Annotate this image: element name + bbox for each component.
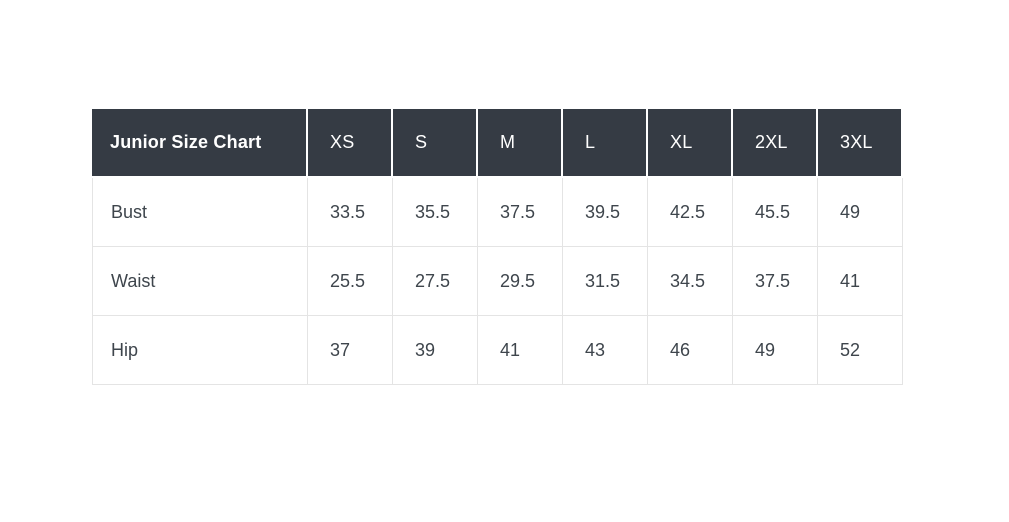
value-cell: 45.5 bbox=[733, 178, 818, 247]
value-cell: 31.5 bbox=[563, 247, 648, 316]
table-title: Junior Size Chart bbox=[92, 109, 308, 178]
header-cell-2xl: 2XL bbox=[733, 109, 818, 178]
value-cell: 52 bbox=[818, 316, 903, 385]
value-cell: 49 bbox=[733, 316, 818, 385]
value-cell: 41 bbox=[478, 316, 563, 385]
table-header: Junior Size Chart XS S M L XL 2XL 3XL bbox=[92, 109, 903, 178]
row-label-cell: Bust bbox=[92, 178, 308, 247]
value-cell: 42.5 bbox=[648, 178, 733, 247]
header-row: Junior Size Chart XS S M L XL 2XL 3XL bbox=[92, 109, 903, 178]
table-body: Bust 33.5 35.5 37.5 39.5 42.5 45.5 49 Wa… bbox=[92, 178, 903, 385]
value-cell: 39 bbox=[393, 316, 478, 385]
size-chart-table: Junior Size Chart XS S M L XL 2XL 3XL Bu… bbox=[92, 109, 903, 385]
value-cell: 46 bbox=[648, 316, 733, 385]
value-cell: 25.5 bbox=[308, 247, 393, 316]
row-label-cell: Waist bbox=[92, 247, 308, 316]
value-cell: 39.5 bbox=[563, 178, 648, 247]
value-cell: 37 bbox=[308, 316, 393, 385]
header-cell-xl: XL bbox=[648, 109, 733, 178]
header-cell-3xl: 3XL bbox=[818, 109, 903, 178]
header-cell-m: M bbox=[478, 109, 563, 178]
value-cell: 29.5 bbox=[478, 247, 563, 316]
value-cell: 37.5 bbox=[733, 247, 818, 316]
value-cell: 49 bbox=[818, 178, 903, 247]
row-label-cell: Hip bbox=[92, 316, 308, 385]
header-cell-xs: XS bbox=[308, 109, 393, 178]
value-cell: 34.5 bbox=[648, 247, 733, 316]
value-cell: 37.5 bbox=[478, 178, 563, 247]
header-cell-l: L bbox=[563, 109, 648, 178]
value-cell: 41 bbox=[818, 247, 903, 316]
table-row-bust: Bust 33.5 35.5 37.5 39.5 42.5 45.5 49 bbox=[92, 178, 903, 247]
value-cell: 43 bbox=[563, 316, 648, 385]
header-cell-s: S bbox=[393, 109, 478, 178]
value-cell: 33.5 bbox=[308, 178, 393, 247]
table-row-waist: Waist 25.5 27.5 29.5 31.5 34.5 37.5 41 bbox=[92, 247, 903, 316]
value-cell: 27.5 bbox=[393, 247, 478, 316]
table-row-hip: Hip 37 39 41 43 46 49 52 bbox=[92, 316, 903, 385]
value-cell: 35.5 bbox=[393, 178, 478, 247]
